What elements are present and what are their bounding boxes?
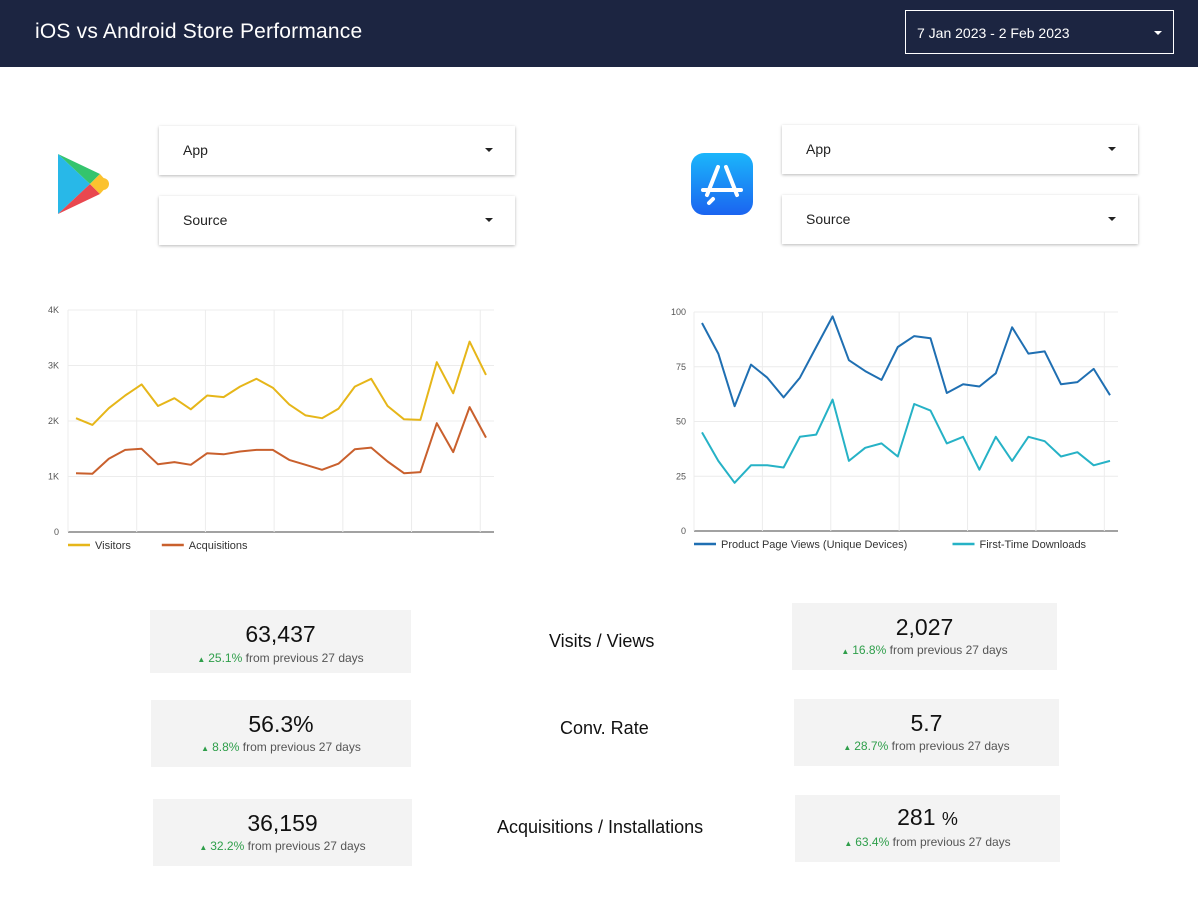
android-acquisitions-delta: ▲ 32.2% from previous 27 days (153, 839, 412, 853)
chevron-down-icon (485, 148, 493, 152)
delta-percent: 25.1% (208, 651, 243, 665)
ios-installations-delta: ▲ 63.4% from previous 27 days (795, 835, 1060, 849)
chevron-down-icon (1154, 31, 1162, 35)
ios-installations-unit: % (941, 809, 958, 829)
metric-label-visits: Visits / Views (549, 631, 655, 651)
android-y-tick-label: 4K (48, 305, 59, 315)
ios-series-line-0 (701, 315, 1111, 408)
android-series-line-1 (75, 406, 487, 475)
ios-views-value: 2,027 (895, 614, 954, 640)
page-title: iOS vs Android Store Performance (35, 20, 363, 43)
android-series-line-0 (75, 340, 487, 426)
arrow-up-icon: ▲ (844, 839, 853, 848)
delta-percent: 63.4% (855, 835, 890, 849)
android-conv-rate-delta: ▲ 8.8% from previous 27 days (151, 740, 411, 754)
ios-installations-card: 281 % ▲ 63.4% from previous 27 days (795, 795, 1060, 862)
android-y-tick-label: 1K (48, 472, 59, 482)
ios-conv-rate-card: 5.7 ▲ 28.7% from previous 27 days (794, 699, 1059, 766)
arrow-up-icon: ▲ (843, 743, 852, 752)
delta-suffix: from previous 27 days (242, 740, 361, 754)
delta-suffix: from previous 27 days (891, 739, 1010, 753)
android-app-filter[interactable]: App (159, 126, 515, 175)
ios-y-tick-label: 25 (676, 471, 686, 481)
android-visits-card: 63,437 ▲ 25.1% from previous 27 days (150, 610, 411, 673)
android-app-filter-label: App (183, 142, 208, 158)
ios-y-tick-label: 0 (681, 526, 686, 536)
ios-legend-label: First-Time Downloads (980, 539, 1087, 551)
android-legend-label: Visitors (95, 540, 131, 552)
arrow-up-icon: ▲ (199, 843, 208, 852)
android-acquisitions-card: 36,159 ▲ 32.2% from previous 27 days (153, 799, 412, 866)
ios-series-line-1 (701, 398, 1111, 484)
ios-y-tick-label: 50 (676, 417, 686, 427)
metric-label-acquisitions: Acquisitions / Installations (497, 817, 704, 837)
ios-app-filter-label: App (806, 141, 831, 157)
arrow-up-icon: ▲ (201, 744, 210, 753)
delta-percent: 16.8% (852, 643, 887, 657)
ios-conv-rate-value: 5.7 (910, 710, 943, 736)
metric-label-conv-rate: Conv. Rate (560, 718, 649, 738)
delta-suffix: from previous 27 days (245, 651, 364, 665)
ios-conv-rate-delta: ▲ 28.7% from previous 27 days (794, 739, 1059, 753)
delta-percent: 32.2% (210, 839, 245, 853)
android-conv-rate-value: 56.3% (248, 711, 314, 737)
ios-installations-value-row: 281 % (795, 804, 1060, 831)
ios-views-card: 2,027 ▲ 16.8% from previous 27 days (792, 603, 1057, 670)
ios-source-filter-label: Source (806, 211, 851, 227)
android-visits-delta: ▲ 25.1% from previous 27 days (150, 651, 411, 665)
android-source-filter[interactable]: Source (159, 196, 515, 245)
android-source-filter-label: Source (183, 212, 228, 228)
ios-legend-label: Product Page Views (Unique Devices) (721, 539, 907, 551)
delta-suffix: from previous 27 days (247, 839, 366, 853)
android-y-tick-label: 0 (54, 527, 59, 537)
android-legend-label: Acquisitions (189, 540, 248, 552)
chevron-down-icon (1108, 147, 1116, 151)
arrow-up-icon: ▲ (197, 655, 206, 664)
ios-y-tick-label: 100 (671, 307, 686, 317)
arrow-up-icon: ▲ (841, 647, 850, 656)
delta-suffix: from previous 27 days (892, 835, 1011, 849)
delta-suffix: from previous 27 days (889, 643, 1008, 657)
header-bar: iOS vs Android Store Performance 7 Jan 2… (0, 0, 1198, 67)
ios-views-delta: ▲ 16.8% from previous 27 days (792, 643, 1057, 657)
date-range-select[interactable]: 7 Jan 2023 - 2 Feb 2023 (905, 10, 1174, 54)
google-play-icon (58, 154, 109, 214)
ios-app-filter[interactable]: App (782, 125, 1138, 174)
date-range-value: 7 Jan 2023 - 2 Feb 2023 (917, 25, 1070, 41)
delta-percent: 8.8% (212, 740, 240, 754)
ios-installations-value: 281 (897, 804, 936, 830)
ios-y-tick-label: 75 (676, 362, 686, 372)
app-store-icon (691, 153, 753, 215)
ios-source-filter[interactable]: Source (782, 195, 1138, 244)
android-acquisitions-value: 36,159 (247, 810, 318, 836)
delta-percent: 28.7% (854, 739, 889, 753)
android-y-tick-label: 3K (48, 361, 59, 371)
android-y-tick-label: 2K (48, 416, 59, 426)
chevron-down-icon (1108, 217, 1116, 221)
android-conv-rate-card: 56.3% ▲ 8.8% from previous 27 days (151, 700, 411, 767)
android-visits-value: 63,437 (245, 621, 316, 647)
chevron-down-icon (485, 218, 493, 222)
